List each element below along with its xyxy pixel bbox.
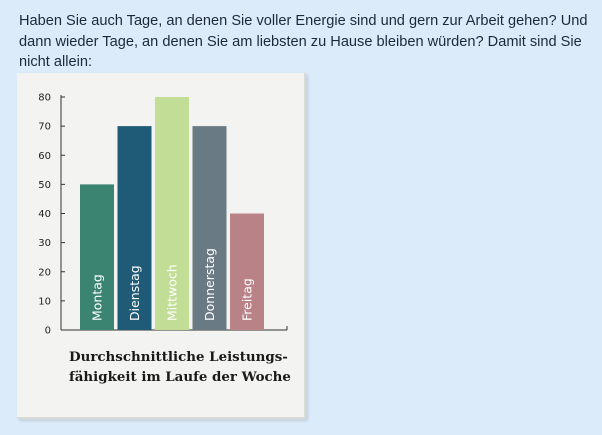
bar-mittwoch [155,97,189,330]
intro-line: nicht allein: [19,54,93,70]
y-tick-label: 20 [38,267,51,278]
bar-montag [80,184,114,330]
intro-text: Haben Sie auch Tage, an denen Sie voller… [19,11,594,73]
bar-freitag [230,213,264,330]
y-tick-label: 40 [38,209,51,220]
bar-dienstag [117,126,152,330]
y-tick-label: 50 [38,180,51,191]
y-tick-label: 30 [38,238,51,249]
bar-donnerstag [192,126,227,330]
y-tick-label: 0 [45,326,51,337]
intro-line: Haben Sie auch Tage, an denen Sie voller… [19,13,588,29]
caption-line: Durchschnittliche Leistungs- [69,349,288,365]
caption-line: fähigkeit im Laufe der Woche [69,369,291,385]
bar-label-mittwoch: Mittwoch [165,264,180,321]
chart-figure: 0 10 20 30 40 50 60 70 80 Montag Dienstag Mittwoch D… [17,73,306,419]
bar-label-freitag: Freitag [240,278,255,321]
y-tick-label: 70 [38,122,51,133]
chart-caption: Durchschnittliche Leistungs- fähigkeit i… [69,347,294,387]
y-tick-label: 60 [38,151,51,162]
bar-label-dienstag: Dienstag [127,265,142,321]
bar-label-donnerstag: Donnerstag [202,248,217,321]
y-tick-label: 80 [38,93,51,104]
y-tick-label: 10 [38,296,51,307]
bar-label-montag: Montag [90,274,105,321]
bar-chart: 0 10 20 30 40 50 60 70 80 Montag Dienstag Mittwoch D… [38,93,288,337]
intro-line: dann wieder Tage, an denen Sie am liebst… [19,33,582,50]
